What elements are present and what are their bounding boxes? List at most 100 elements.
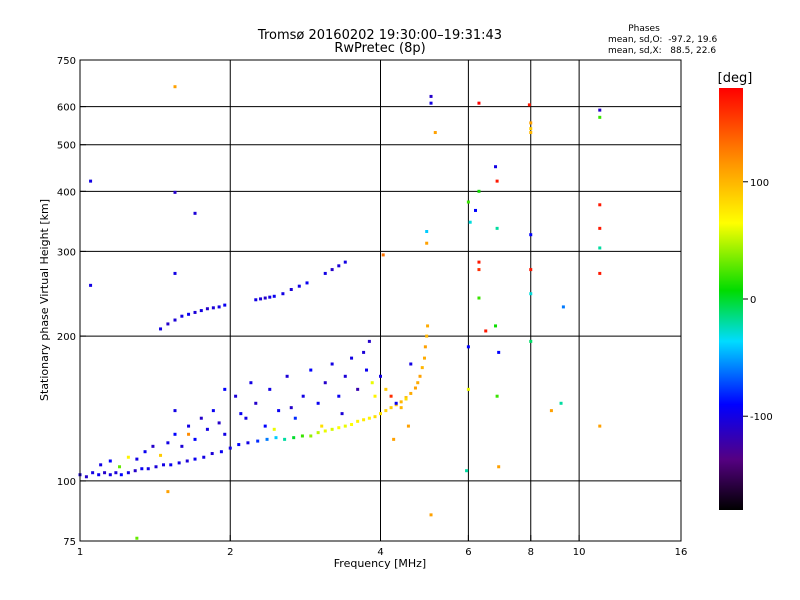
y-axis-label: Stationary phase Virtual Height [km] (38, 199, 51, 401)
data-point (425, 241, 429, 245)
data-point (559, 401, 563, 405)
data-point (135, 457, 139, 461)
data-point (426, 324, 430, 328)
x-tick-label: 1 (77, 547, 83, 558)
data-point (330, 427, 334, 431)
data-point (529, 131, 533, 135)
data-point (404, 397, 408, 401)
x-tick-label: 10 (573, 547, 586, 558)
colorbar-label: [deg] (718, 71, 753, 86)
data-point (330, 362, 334, 366)
data-point (598, 226, 602, 230)
data-point (473, 208, 477, 212)
data-point (323, 381, 327, 385)
data-point (180, 314, 184, 318)
data-point (477, 296, 481, 300)
data-point (343, 374, 347, 378)
x-axis-label: Frequency [MHz] (334, 557, 426, 570)
data-point (429, 94, 433, 98)
data-point (465, 469, 469, 473)
data-point (337, 426, 341, 430)
data-point (289, 287, 293, 291)
data-point (223, 432, 227, 436)
grid (80, 60, 681, 541)
data-point (529, 292, 533, 296)
data-point (103, 471, 107, 475)
data-point (91, 471, 95, 475)
data-point (272, 427, 276, 431)
data-point (468, 220, 472, 224)
data-point (301, 394, 305, 398)
data-point (135, 536, 139, 540)
data-point (323, 429, 327, 433)
data-point (268, 295, 272, 299)
data-point (598, 271, 602, 275)
data-point (187, 424, 191, 428)
data-point (118, 465, 122, 469)
data-point (272, 294, 276, 298)
data-point (173, 85, 177, 89)
data-point (169, 463, 173, 467)
data-point (356, 387, 360, 391)
data-point (210, 452, 214, 456)
y-tick-label: 75 (63, 537, 76, 548)
data-point (292, 436, 296, 440)
data-point (529, 121, 533, 125)
plot-frame (79, 59, 682, 542)
data-point (263, 424, 267, 428)
data-point (265, 437, 269, 441)
data-point (379, 412, 382, 416)
data-point (211, 306, 215, 310)
data-point (343, 424, 347, 428)
y-tick-label: 300 (57, 247, 76, 258)
x-tick-label: 8 (528, 547, 534, 558)
data-point (217, 305, 221, 309)
data-point (126, 455, 130, 459)
colorbar-tick-label: 0 (750, 295, 756, 306)
data-point (89, 179, 93, 183)
data-point (228, 446, 232, 450)
data-point (223, 387, 227, 391)
data-point (119, 473, 123, 477)
data-point (423, 345, 427, 349)
data-point (254, 298, 258, 302)
data-point (384, 387, 388, 391)
data-point (239, 412, 243, 416)
data-point (89, 283, 93, 287)
data-point (497, 350, 501, 354)
data-point (477, 268, 481, 272)
data-point (202, 455, 206, 459)
data-point (289, 406, 293, 410)
data-points (78, 85, 602, 540)
data-point (162, 463, 166, 467)
data-point (527, 103, 531, 107)
data-point (429, 101, 433, 105)
colorbar-tick-label: -100 (750, 412, 773, 423)
chart-title: Tromsø 20160202 19:30:00–19:31:43 (257, 28, 502, 43)
data-point (495, 226, 499, 230)
data-point (293, 416, 297, 420)
data-point (114, 471, 118, 475)
data-point (418, 374, 422, 378)
colorbar-tick-label: 100 (750, 178, 769, 189)
data-point (84, 475, 88, 479)
data-point (180, 444, 184, 448)
data-point (529, 339, 533, 343)
data-point (99, 463, 103, 467)
data-point (283, 437, 287, 441)
data-point (211, 409, 215, 413)
data-point (598, 246, 602, 250)
data-point (187, 312, 191, 316)
data-point (416, 381, 420, 385)
colorbar (719, 88, 743, 510)
data-point (343, 260, 347, 264)
data-point (274, 436, 278, 440)
data-point (285, 374, 289, 378)
data-point (466, 387, 470, 391)
data-point (337, 264, 341, 268)
data-point (494, 165, 498, 169)
data-point (529, 268, 533, 272)
data-point (185, 459, 189, 463)
data-point (394, 401, 398, 405)
